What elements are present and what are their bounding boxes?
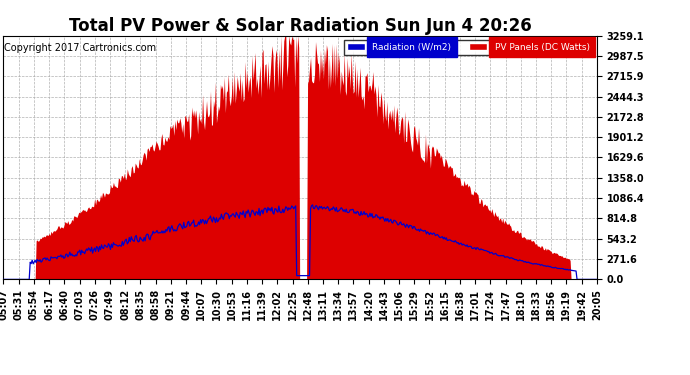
Legend: Radiation (W/m2), PV Panels (DC Watts): Radiation (W/m2), PV Panels (DC Watts) [344, 40, 592, 54]
Text: Copyright 2017 Cartronics.com: Copyright 2017 Cartronics.com [4, 43, 156, 53]
Title: Total PV Power & Solar Radiation Sun Jun 4 20:26: Total PV Power & Solar Radiation Sun Jun… [69, 18, 531, 36]
